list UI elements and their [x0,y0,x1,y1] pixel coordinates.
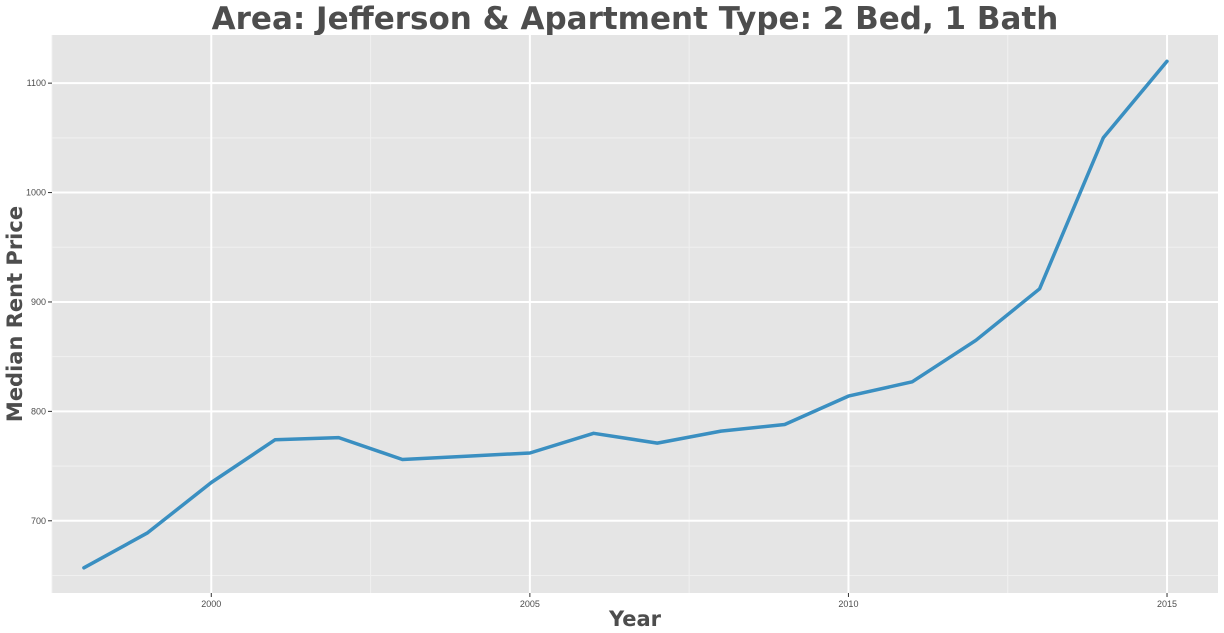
y-tick-label: 1100 [27,78,46,88]
x-axis-title: Year [608,607,662,631]
x-axis-ticks: 2000 2005 2010 2015 [201,593,1177,609]
series-line [82,59,1169,570]
x-tick-label: 2010 [838,599,858,609]
x-tick-label: 2000 [201,599,221,609]
y-tick-label: 900 [31,297,46,307]
y-tick-label: 700 [31,516,46,526]
y-tick-label: 1000 [26,188,46,198]
y-tick-label: 800 [31,406,46,416]
x-tick-label: 2015 [1157,599,1177,609]
major-gridlines [52,35,1218,593]
series-layer [82,59,1169,570]
minor-gridlines [51,35,1218,593]
x-tick-label: 2005 [520,599,540,609]
y-axis-ticks: 700 800 900 1000 1100 [26,78,52,526]
chart-title: Area: Jefferson & Apartment Type: 2 Bed,… [212,1,1059,37]
plot-panel [52,35,1218,593]
y-axis-title: Median Rent Price [3,206,27,422]
